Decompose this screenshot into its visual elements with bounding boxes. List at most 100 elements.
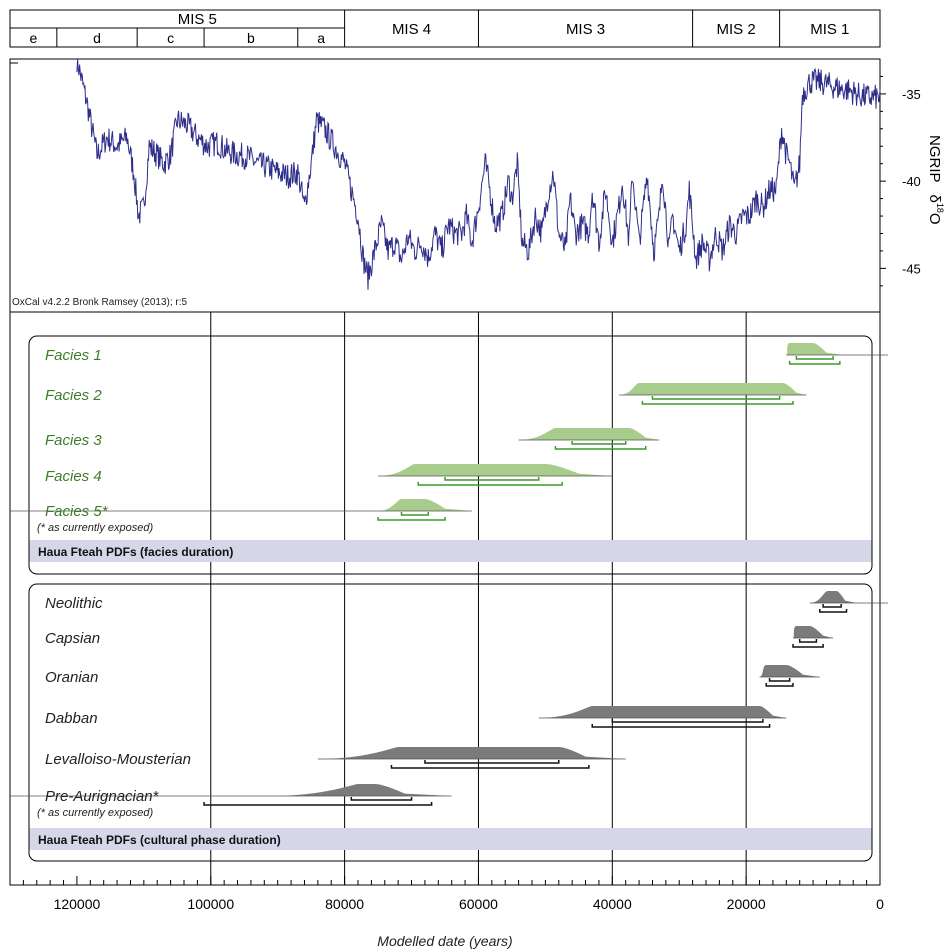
- phase-row: Capsian: [45, 626, 834, 648]
- phase-label: Facies 3: [45, 432, 102, 449]
- phase-note: (* as currently exposed): [37, 522, 153, 534]
- phase-range-bracket: [571, 441, 627, 445]
- mis5-sub-label: a: [317, 30, 325, 46]
- phase-range-bracket: [651, 396, 781, 400]
- mis-label: MIS 4: [392, 21, 431, 38]
- ngrip-ylabel: NGRIP δ18O: [926, 135, 945, 225]
- phase-distribution: [271, 784, 452, 796]
- ngrip-frame: [9, 58, 881, 313]
- phase-label: Facies 2: [45, 387, 102, 404]
- phase-range-bracket: [611, 719, 764, 723]
- phase-range-bracket: [424, 760, 560, 764]
- phase-range-bracket: [400, 512, 430, 516]
- phase-label: Dabban: [45, 710, 98, 727]
- ngrip-ytick-label: -35: [902, 87, 921, 102]
- phase-range-bracket: [350, 797, 413, 801]
- phase-distribution: [378, 464, 613, 476]
- phase-label: Facies 4: [45, 468, 102, 485]
- phase-distribution: [793, 626, 834, 638]
- phase-range-bracket: [641, 401, 794, 405]
- phase-note: (* as currently exposed): [37, 807, 153, 819]
- mis5-sub-label: c: [167, 30, 174, 46]
- ngrip-ylabel-end: O: [926, 213, 943, 225]
- phase-range-bracket: [591, 724, 771, 728]
- phase-range-bracket: [798, 639, 818, 643]
- ngrip-ylabel-text: NGRIP δ18O: [926, 135, 945, 225]
- x-axis: Modelled date (years) 120000 100000 80000 6…: [9, 876, 884, 949]
- ngrip-ytick-label: -45: [902, 261, 921, 276]
- phase-group: Haua Fteah PDFs (facies duration) Facies …: [10, 335, 888, 575]
- phase-label: Neolithic: [45, 595, 103, 612]
- phase-range-bracket: [822, 604, 842, 608]
- mis-band: MIS 4 MIS 3 MIS 2 MIS 1 MIS 5 e d c b a: [9, 9, 881, 48]
- phase-range-bracket: [554, 446, 647, 450]
- range-panel: Haua Fteah PDFs (facies duration) Facies …: [9, 311, 888, 886]
- phase-range-bracket: [203, 802, 433, 806]
- x-tick-label: 120000: [54, 896, 101, 912]
- phase-range-bracket: [795, 356, 834, 360]
- phase-row: Facies 2: [45, 383, 807, 405]
- phase-label: Capsian: [45, 630, 100, 647]
- ngrip-ylabel-main: NGRIP: [926, 135, 943, 183]
- phase-row: Oranian: [45, 665, 820, 687]
- phase-label: Facies 1: [45, 347, 102, 364]
- ngrip-ylabel-sup: 18: [935, 203, 945, 213]
- phase-distribution: [809, 591, 857, 603]
- phase-distribution: [619, 383, 807, 395]
- phase-row: Facies 3: [45, 428, 660, 450]
- x-tick-label: 20000: [727, 896, 766, 912]
- x-tick-label: 40000: [593, 896, 632, 912]
- phase-label: Facies 5*: [45, 503, 109, 520]
- mis-label: MIS 2: [717, 21, 756, 38]
- phase-range-bracket: [792, 644, 824, 648]
- mis-label: MIS 1: [810, 21, 849, 38]
- phase-distribution: [759, 665, 820, 677]
- group-caption: Haua Fteah PDFs (facies duration): [38, 545, 233, 559]
- group-caption-band: [29, 540, 872, 562]
- x-tick-label: 100000: [187, 896, 234, 912]
- group-caption-band: [29, 828, 872, 850]
- phase-row: Facies 1: [45, 343, 888, 365]
- ngrip-ylabel-symbol: δ: [926, 195, 943, 203]
- phase-range-bracket: [444, 477, 540, 481]
- phase-distribution: [378, 499, 472, 511]
- phase-row: Facies 5* (* as currently exposed): [10, 499, 472, 534]
- mis5-sub-label: d: [93, 30, 101, 46]
- ngrip-credit: OxCal v4.2.2 Bronk Ramsey (2013); r:5: [12, 297, 188, 308]
- phase-distribution: [538, 706, 787, 718]
- phase-row: Pre-Aurignacian* (* as currently exposed): [10, 784, 452, 819]
- phase-range-bracket: [390, 765, 590, 769]
- phase-group: Haua Fteah PDFs (cultural phase duration…: [10, 583, 888, 862]
- phase-distribution: [317, 747, 626, 759]
- phase-label: Oranian: [45, 669, 98, 686]
- phase-range-bracket: [377, 517, 446, 521]
- x-tick-label: 60000: [459, 896, 498, 912]
- mis5-sub-label: b: [247, 30, 255, 46]
- phase-distribution: [786, 343, 844, 355]
- phase-range-bracket: [417, 482, 563, 486]
- phase-distribution: [518, 428, 660, 440]
- ngrip-panel: OxCal v4.2.2 Bronk Ramsey (2013); r:5 NG…: [9, 58, 945, 313]
- group-box: [28, 583, 873, 862]
- phase-label: Levalloiso-Mousterian: [45, 751, 191, 768]
- mis5-sub-label: e: [30, 30, 38, 46]
- phase-row: Levalloiso-Mousterian: [45, 747, 626, 769]
- phase-row: Dabban: [45, 706, 787, 728]
- ngrip-ytick-label: -40: [902, 174, 921, 189]
- phase-range-bracket: [768, 678, 791, 682]
- x-tick-label: 80000: [325, 896, 364, 912]
- range-frame: [9, 311, 881, 886]
- phase-range-bracket: [819, 609, 848, 613]
- x-axis-label: Modelled date (years): [377, 933, 512, 949]
- x-tick-label: 0: [876, 896, 884, 912]
- mis-label: MIS 3: [566, 21, 605, 38]
- phase-label: Pre-Aurignacian*: [45, 788, 160, 805]
- phase-row: Facies 4: [45, 464, 613, 486]
- ngrip-series-line: [76, 58, 881, 290]
- phase-range-bracket: [788, 361, 841, 365]
- group-caption: Haua Fteah PDFs (cultural phase duration…: [38, 833, 281, 847]
- mis-label: MIS 5: [178, 11, 217, 28]
- group-box: [28, 335, 873, 575]
- phase-range-bracket: [765, 683, 794, 687]
